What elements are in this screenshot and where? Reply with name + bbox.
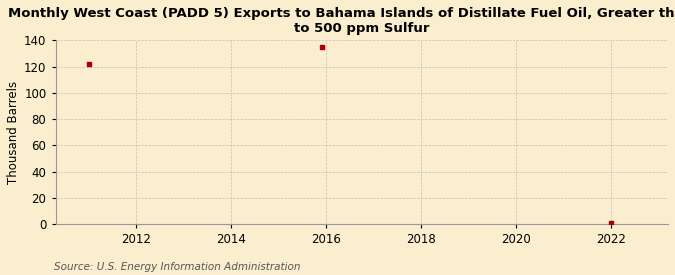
- Point: [605, 221, 616, 225]
- Point: [83, 62, 94, 66]
- Title: Monthly West Coast (PADD 5) Exports to Bahama Islands of Distillate Fuel Oil, Gr: Monthly West Coast (PADD 5) Exports to B…: [8, 7, 675, 35]
- Y-axis label: Thousand Barrels: Thousand Barrels: [7, 81, 20, 184]
- Point: [317, 45, 327, 49]
- Text: Source: U.S. Energy Information Administration: Source: U.S. Energy Information Administ…: [54, 262, 300, 272]
